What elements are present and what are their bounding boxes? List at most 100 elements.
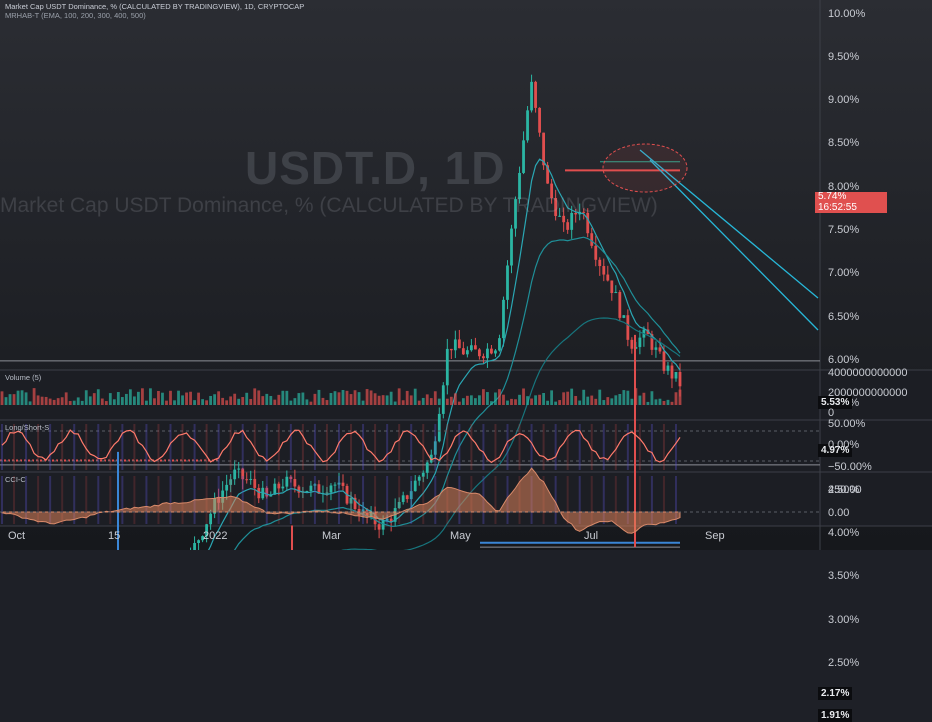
- candle-body: [457, 339, 461, 349]
- volume-bar: [257, 390, 261, 405]
- cci-column: [277, 476, 280, 524]
- cci-column: [626, 476, 629, 524]
- longshort-tick-1: 0.00%: [828, 439, 860, 451]
- candle-body: [333, 484, 337, 486]
- cci-column: [674, 476, 677, 524]
- volume-bar: [153, 398, 156, 405]
- longshort-column: [157, 424, 160, 470]
- volume-bar: [546, 400, 550, 405]
- volume-bar: [297, 393, 301, 405]
- volume-bar: [409, 395, 413, 405]
- volume-bar: [36, 395, 40, 405]
- candle-body: [397, 501, 401, 509]
- volume-bar: [285, 390, 289, 405]
- candle-body: [510, 228, 513, 266]
- candle-body: [237, 468, 241, 470]
- longshort-line: [1, 429, 681, 464]
- candle-body: [413, 480, 417, 492]
- longshort-column: [97, 424, 100, 470]
- volume-bar: [173, 400, 176, 405]
- candle-body: [437, 413, 441, 442]
- candle-body: [662, 351, 666, 371]
- cci-column: [133, 476, 136, 524]
- candle-body: [309, 485, 313, 492]
- volume-bar: [80, 400, 84, 405]
- candle-body: [385, 518, 389, 521]
- longshort-column: [542, 424, 545, 470]
- candle-body: [449, 348, 453, 351]
- cci-column: [97, 476, 100, 524]
- volume-bar: [498, 389, 501, 405]
- candle-body: [409, 491, 413, 500]
- volume-bar: [40, 396, 44, 405]
- longshort-pane-label[interactable]: Long/Short-S: [5, 423, 50, 432]
- candle-body: [433, 441, 437, 455]
- candle-body: [285, 476, 289, 487]
- candle-body: [265, 487, 269, 497]
- volume-bar: [132, 396, 136, 405]
- candle-body: [377, 524, 381, 530]
- cci-column: [337, 476, 340, 524]
- candle-body: [506, 265, 509, 300]
- candle-body: [566, 222, 570, 230]
- candle-body: [453, 339, 457, 351]
- volume-bar: [650, 391, 654, 405]
- indicator-label[interactable]: MRHAB-T (EMA, 100, 200, 300, 400, 500): [5, 11, 146, 20]
- cci-column: [386, 476, 389, 524]
- volume-bar: [558, 400, 562, 405]
- candle-body: [490, 348, 493, 354]
- time-tick-label: Oct: [8, 530, 26, 542]
- volume-bar: [88, 396, 92, 405]
- cci-column: [241, 476, 244, 524]
- volume-bar: [325, 400, 329, 405]
- cci-column: [265, 476, 268, 524]
- candle-body: [389, 518, 393, 522]
- volume-pane-label[interactable]: Volume (5): [5, 373, 42, 382]
- longshort-column: [626, 424, 629, 470]
- volume-bar: [341, 390, 345, 405]
- volume-bar: [128, 389, 132, 405]
- volume-bar: [461, 398, 465, 405]
- volume-bar: [185, 392, 188, 405]
- ema-line-0: [207, 158, 681, 550]
- longshort-column: [217, 424, 220, 470]
- last-price-box: 5.74% 16:52:55: [815, 191, 887, 213]
- volume-bar: [429, 398, 433, 405]
- volume-bar: [582, 389, 586, 405]
- candle-body: [558, 215, 562, 217]
- longshort-column: [434, 424, 437, 470]
- cci-column: [662, 476, 665, 524]
- longshort-column: [49, 424, 52, 470]
- longshort-column: [494, 424, 497, 470]
- cci-pane-label[interactable]: CCI-C: [5, 475, 26, 484]
- volume-bar: [225, 400, 229, 405]
- volume-bar: [602, 400, 606, 405]
- volume-bar: [405, 390, 409, 405]
- volume-bar: [622, 390, 626, 405]
- longshort-column: [350, 424, 353, 470]
- cci-column: [590, 476, 593, 524]
- candle-body: [381, 520, 385, 530]
- cci-column: [157, 476, 160, 524]
- cci-column: [109, 476, 112, 524]
- volume-bar: [12, 394, 16, 405]
- candle-body: [614, 292, 618, 294]
- volume-bar: [433, 391, 437, 405]
- candle-body: [209, 513, 213, 525]
- cci-column: [398, 476, 401, 524]
- cci-column: [410, 476, 413, 524]
- cci-column: [313, 476, 316, 524]
- volume-bar: [614, 395, 618, 405]
- cci-tick-0: 250.00: [828, 484, 862, 496]
- candle-body: [349, 497, 353, 504]
- volume-bar: [542, 392, 545, 405]
- candle-body: [337, 482, 341, 485]
- longshort-column: [253, 424, 256, 470]
- candle-body: [630, 339, 634, 349]
- candle-body: [241, 468, 245, 480]
- chart-canvas[interactable]: [0, 0, 932, 550]
- cci-column: [422, 476, 425, 524]
- chart-header: Market Cap USDT Dominance, % (CALCULATED…: [5, 2, 304, 20]
- cci-tick-1: 0.00: [828, 507, 850, 519]
